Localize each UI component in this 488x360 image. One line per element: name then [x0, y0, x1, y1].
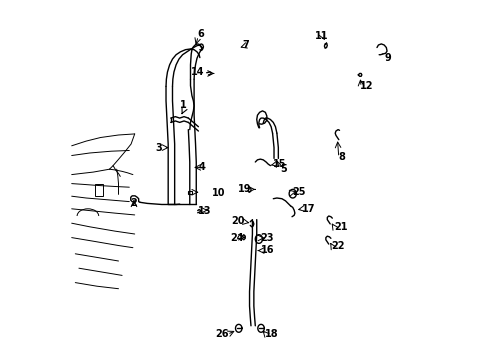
- Text: 16: 16: [260, 245, 274, 255]
- Text: 12: 12: [359, 81, 372, 91]
- Text: 5: 5: [280, 164, 286, 174]
- Text: 17: 17: [302, 204, 315, 214]
- Text: 1: 1: [180, 100, 186, 110]
- Bar: [187, 191, 191, 194]
- Text: 11: 11: [314, 31, 328, 41]
- Text: 9: 9: [384, 53, 391, 63]
- Text: 25: 25: [292, 186, 305, 197]
- Text: 14: 14: [191, 67, 204, 77]
- Text: 6: 6: [197, 29, 204, 39]
- Text: 13: 13: [197, 206, 211, 216]
- Text: 19: 19: [237, 184, 250, 194]
- Text: 21: 21: [333, 222, 346, 232]
- Text: 3: 3: [155, 143, 162, 153]
- Text: 18: 18: [265, 329, 279, 339]
- Text: 2: 2: [130, 198, 137, 208]
- Text: 4: 4: [198, 162, 204, 172]
- Text: 8: 8: [337, 152, 344, 162]
- FancyBboxPatch shape: [95, 184, 102, 196]
- Text: 23: 23: [260, 233, 274, 243]
- Text: 26: 26: [214, 329, 228, 339]
- Text: 15: 15: [273, 159, 286, 169]
- Text: 10: 10: [212, 188, 225, 198]
- Text: 22: 22: [331, 240, 345, 251]
- Text: 20: 20: [230, 216, 244, 226]
- Text: 7: 7: [242, 40, 249, 50]
- Text: 24: 24: [230, 233, 244, 243]
